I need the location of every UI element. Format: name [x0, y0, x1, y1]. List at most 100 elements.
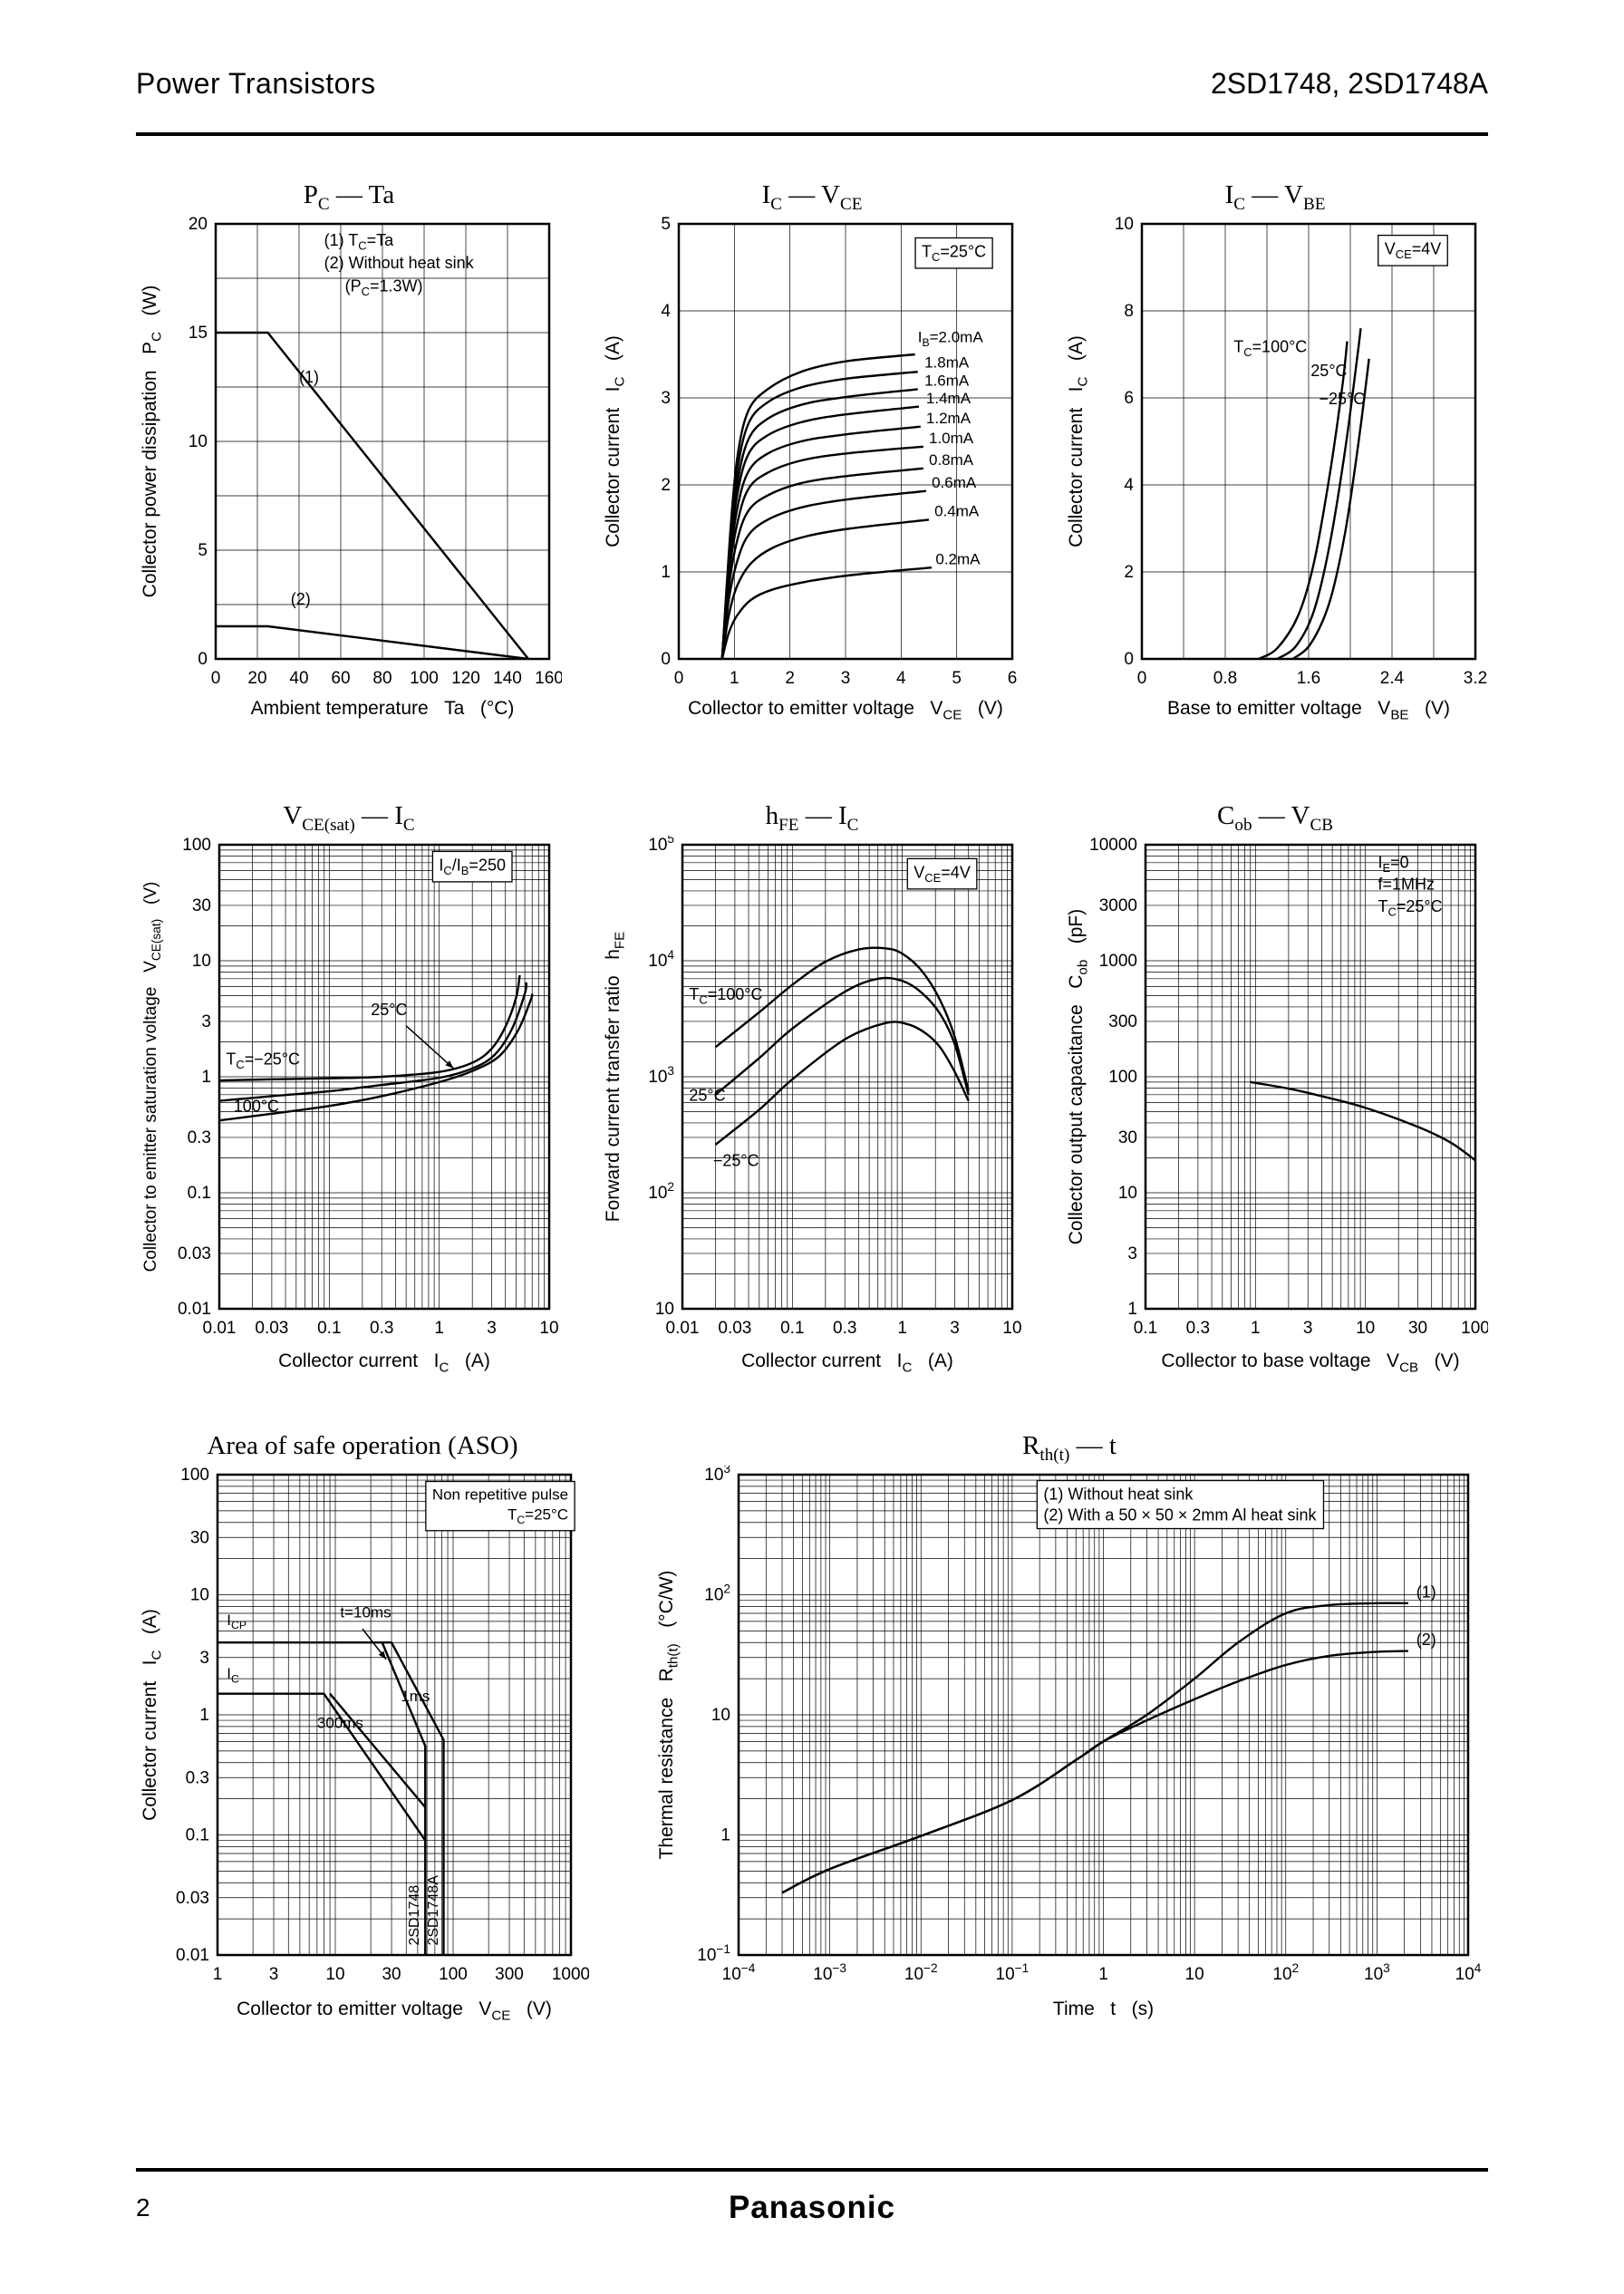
chart-label: (2) Without heat sink — [324, 254, 475, 272]
x-tick-label: 10−4 — [722, 1961, 756, 1984]
svg-text:IC: IC — [227, 1665, 239, 1685]
chart-label: 1.0mA — [929, 430, 974, 447]
svg-text:(PC=1.3W): (PC=1.3W) — [345, 276, 423, 298]
chart-label: 2SD1748A — [426, 1875, 441, 1946]
y-tick-label: 0.03 — [178, 1244, 211, 1263]
chart-curve — [714, 946, 970, 1092]
y-axis-title: Collector power dissipation PC (W) — [140, 286, 164, 598]
chart-curve — [720, 371, 918, 659]
chart-label: f=1MHz — [1378, 876, 1435, 894]
x-axis-title: Collector current IC (A) — [741, 1350, 953, 1375]
svg-text:TC=100°C: TC=100°C — [1233, 338, 1307, 360]
svg-text:(2) Without heat sink: (2) Without heat sink — [324, 254, 475, 272]
chart-canvas-cob-vcb: 0.1 0.3 1 3 10 30 100 1 3 10 30 100 300 1000 3000 10000… — [1066, 836, 1488, 1375]
chart-hfe-ic: hFE — IC 0.01 0.03 0.1 0.3 1 3 10 10 102 103 104 10… — [599, 798, 1025, 1379]
x-tick-label: 10−3 — [813, 1961, 846, 1984]
chart-label: TC=25°C — [922, 242, 986, 264]
y-axis-title: Thermal resistance Rth(t) (°C/W) — [656, 1571, 681, 1860]
svg-text:IB=2.0mA: IB=2.0mA — [918, 329, 984, 349]
chart-canvas-vcesat-ic: 0.01 0.03 0.1 0.3 1 3 10 0.01 0.03 0.1 0.3 1 3 10 30 10… — [141, 836, 559, 1375]
chart-label: (2) — [1416, 1631, 1436, 1649]
y-tick-label: 1 — [199, 1706, 209, 1725]
y-tick-label: 0 — [1124, 650, 1134, 669]
chart-curve — [219, 974, 521, 1082]
chart-title: IC — VCE — [761, 180, 863, 214]
svg-text:TC=25°C: TC=25°C — [922, 242, 986, 264]
x-tick-label: 40 — [289, 669, 308, 688]
chart-label: (2) — [291, 590, 311, 608]
y-tick-label: 102 — [648, 1180, 674, 1203]
x-tick-label: 1 — [213, 1965, 223, 1984]
y-tick-label: 3 — [661, 389, 671, 408]
chart-label: 1ms — [401, 1688, 430, 1705]
chart-title: Rth(t) — t — [1022, 1431, 1116, 1465]
y-tick-label: 10 — [655, 1300, 674, 1319]
y-tick-label: 10 — [1118, 1184, 1137, 1203]
chart-label: 25°C — [371, 1001, 407, 1019]
x-tick-label: 0.3 — [833, 1319, 856, 1338]
chart-canvas-ic-vbe: 0 0.8 1.6 2.4 3.2 0 2 4 6 8 10 Base to emitter volt… — [1066, 215, 1487, 722]
chart-curve — [781, 1650, 1408, 1894]
y-tick-label: 0.03 — [176, 1889, 209, 1908]
x-tick-label: 0.03 — [255, 1319, 288, 1338]
y-tick-label: 10 — [188, 432, 208, 451]
chart-label: 25°C — [689, 1087, 725, 1105]
chart-label: VCE=4V — [1385, 240, 1442, 262]
x-tick-label: 0 — [211, 669, 221, 688]
svg-text:1.8mA: 1.8mA — [924, 353, 970, 371]
x-tick-label: 0.1 — [780, 1319, 804, 1338]
svg-text:2SD1748: 2SD1748 — [407, 1885, 422, 1946]
y-axis-title: Collector current IC (A) — [1066, 335, 1090, 547]
y-tick-label: 4 — [661, 302, 671, 321]
x-tick-label: 3.2 — [1464, 669, 1487, 688]
chart-title: VCE(sat) — IC — [283, 801, 415, 835]
chart-label: (1) — [1416, 1583, 1436, 1601]
y-tick-label: 0.01 — [176, 1946, 209, 1965]
y-tick-label: 0.1 — [188, 1184, 211, 1203]
x-tick-label: 10 — [1185, 1965, 1204, 1984]
x-tick-label: 0 — [674, 669, 684, 688]
chart-curve — [714, 1021, 970, 1146]
svg-text:(1): (1) — [1416, 1583, 1436, 1601]
x-tick-label: 2 — [785, 669, 795, 688]
svg-text:Non repetitive pulse: Non repetitive pulse — [432, 1486, 568, 1504]
chart-title: hFE — IC — [765, 801, 859, 835]
svg-text:TC=25°C: TC=25°C — [508, 1506, 568, 1526]
svg-text:0.2mA: 0.2mA — [935, 550, 981, 567]
chart-label: VCE=4V — [914, 863, 971, 885]
label-box — [906, 857, 978, 890]
x-tick-label: 10 — [1356, 1319, 1375, 1338]
x-tick-label: 80 — [372, 669, 392, 688]
svg-text:(2): (2) — [1416, 1631, 1436, 1649]
x-tick-label: 160 — [535, 669, 562, 688]
chart-curve — [219, 993, 534, 1122]
chart-label: ICP — [227, 1612, 246, 1631]
plot-border — [737, 1473, 1470, 1957]
svg-text:TC=−25°C: TC=−25°C — [226, 1050, 300, 1071]
y-tick-label: 10−1 — [697, 1942, 730, 1965]
y-tick-label: 104 — [648, 948, 674, 971]
svg-text:TC=100°C: TC=100°C — [689, 985, 762, 1007]
chart-label: IC — [227, 1665, 239, 1685]
label-leader — [405, 1025, 454, 1070]
svg-text:VCE=4V: VCE=4V — [914, 863, 971, 885]
x-axis-title: Base to emitter voltage VBE (V) — [1167, 698, 1450, 722]
y-axis-title: Collector current IC (A) — [603, 335, 627, 547]
plot-border — [1144, 843, 1477, 1311]
label-box — [431, 850, 513, 883]
svg-text:25°C: 25°C — [371, 1001, 407, 1019]
y-tick-label: 0 — [661, 650, 671, 669]
svg-text:1ms: 1ms — [401, 1688, 430, 1705]
y-tick-label: 0.3 — [188, 1128, 211, 1147]
svg-text:ICP: ICP — [227, 1612, 246, 1631]
brand-logo: Panasonic — [728, 2190, 896, 2225]
chart-vcesat-ic: VCE(sat) — IC 0.01 0.03 0.1 0.3 1 3 10 0.01 0.03… — [136, 798, 562, 1379]
chart-label: 1.2mA — [926, 410, 972, 427]
y-tick-label: 30 — [1118, 1128, 1137, 1147]
svg-text:TC=25°C: TC=25°C — [1378, 897, 1442, 919]
x-tick-label: 4 — [896, 669, 906, 688]
chart-label: 0.2mA — [935, 550, 981, 567]
chart-curve — [720, 518, 930, 659]
y-tick-label: 1000 — [1099, 952, 1137, 971]
chart-curve — [1276, 328, 1362, 659]
